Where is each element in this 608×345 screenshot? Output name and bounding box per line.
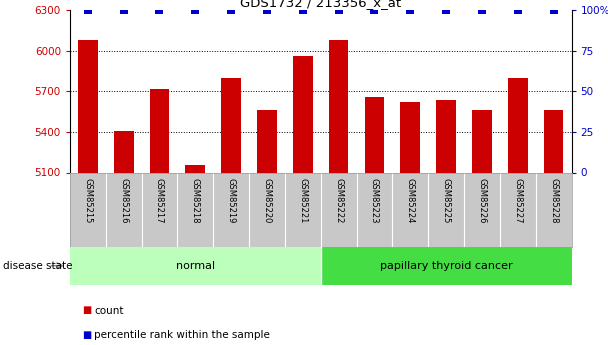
Bar (114, 131, 134, 172)
Text: GSM85220: GSM85220 (263, 178, 272, 224)
Text: ■: ■ (82, 330, 91, 339)
Point (190, 8, 200, 13)
Text: GSM85222: GSM85222 (334, 178, 343, 224)
Text: GSM85216: GSM85216 (119, 178, 128, 224)
Text: papillary thyroid cancer: papillary thyroid cancer (380, 261, 513, 270)
Point (406, 8, 415, 13)
Point (83, 8, 92, 13)
Point (513, 8, 523, 13)
Point (262, 8, 272, 13)
Point (549, 8, 559, 13)
Text: GSM85219: GSM85219 (227, 178, 236, 224)
Text: GSM85217: GSM85217 (155, 178, 164, 224)
Point (226, 8, 236, 13)
Text: GSM85218: GSM85218 (191, 178, 200, 224)
Bar (401, 102, 420, 172)
Point (477, 8, 487, 13)
Text: count: count (94, 306, 124, 315)
Point (441, 8, 451, 13)
Bar (257, 110, 277, 172)
Bar (508, 78, 528, 172)
Text: GSM85224: GSM85224 (406, 178, 415, 224)
Point (334, 8, 344, 13)
Point (154, 8, 164, 13)
Text: GSM85225: GSM85225 (441, 178, 451, 224)
Bar (150, 89, 170, 172)
Bar (365, 97, 384, 172)
Bar (329, 40, 348, 172)
Text: normal: normal (176, 261, 215, 270)
Bar (185, 165, 205, 172)
Point (119, 8, 128, 13)
Bar (472, 110, 492, 172)
Bar (293, 56, 313, 172)
Text: GSM85221: GSM85221 (299, 178, 307, 224)
Text: GSM85215: GSM85215 (83, 178, 92, 224)
Bar (437, 100, 456, 172)
Point (370, 8, 379, 13)
Title: GDS1732 / 213356_x_at: GDS1732 / 213356_x_at (240, 0, 401, 9)
Text: GSM85228: GSM85228 (549, 178, 558, 224)
Text: GSM85226: GSM85226 (477, 178, 486, 224)
Text: ■: ■ (82, 306, 91, 315)
Text: disease state: disease state (3, 261, 72, 270)
Bar (78, 40, 98, 172)
Text: GSM85227: GSM85227 (513, 178, 522, 224)
Point (298, 8, 308, 13)
Text: percentile rank within the sample: percentile rank within the sample (94, 330, 270, 339)
Bar (321, 247, 572, 285)
Bar (221, 78, 241, 172)
Bar (544, 110, 564, 172)
Text: GSM85223: GSM85223 (370, 178, 379, 224)
Bar (70, 247, 321, 285)
